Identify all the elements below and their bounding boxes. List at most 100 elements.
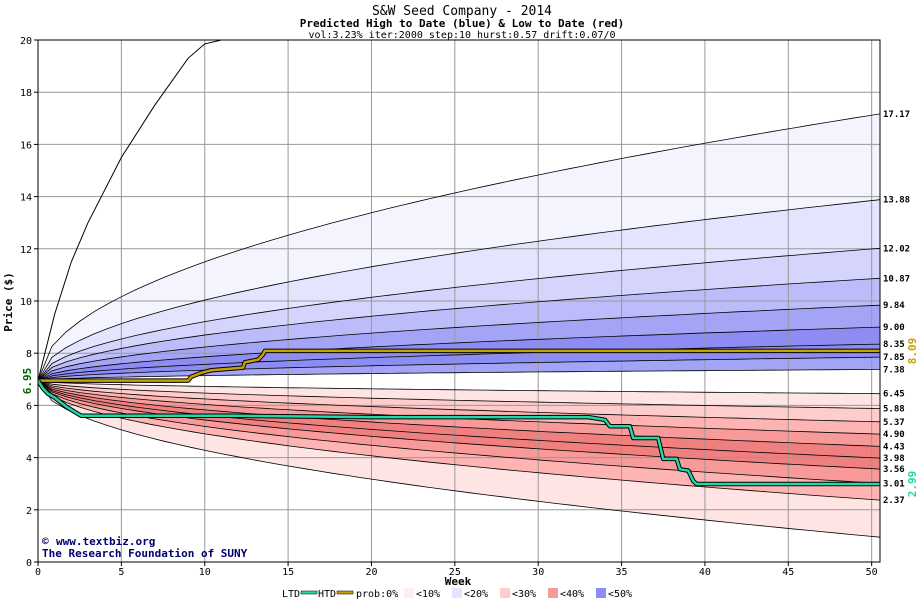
- legend-swatch-2: [500, 588, 510, 598]
- y-tick-label-2: 2: [26, 506, 32, 517]
- high-level-label-8: 7.85: [883, 353, 905, 363]
- legend-item-3: <40%: [560, 589, 584, 600]
- legend-ltd-label: LTD: [282, 589, 300, 600]
- x-tick-label-20: 20: [365, 567, 377, 578]
- contour-line-14: [38, 380, 880, 447]
- y-tick-label-0: 0: [26, 558, 32, 569]
- high-level-label-6: 9.00: [883, 323, 905, 333]
- contour-line-9: [38, 369, 880, 381]
- high-band-6: [38, 327, 880, 381]
- legend-item-2: <30%: [512, 589, 536, 600]
- contour-line-11: [38, 380, 880, 409]
- start-price-label: 6.95: [21, 368, 34, 395]
- y-tick-label-18: 18: [20, 88, 32, 99]
- contour-line-18: [38, 380, 880, 501]
- low-band-3: [38, 380, 880, 447]
- x-tick-label-35: 35: [616, 567, 628, 578]
- x-tick-label-0: 0: [35, 567, 41, 578]
- low-band-4: [38, 380, 880, 459]
- low-band-2: [38, 380, 880, 435]
- contour-line-2: [38, 199, 880, 381]
- high-band-5: [38, 305, 880, 381]
- low-level-label-1: 5.88: [883, 405, 905, 415]
- low-level-label-0: 6.45: [883, 390, 905, 400]
- contour-line-1: [38, 113, 880, 381]
- x-tick-label-40: 40: [699, 567, 711, 578]
- high-band-3: [38, 248, 880, 381]
- legend-prob-label: prob:0%: [356, 589, 398, 600]
- low-level-label-2: 5.37: [883, 418, 905, 428]
- low-level-label-4: 4.43: [883, 442, 905, 452]
- contour-line-19: [38, 380, 880, 538]
- htd-line: [38, 349, 880, 382]
- x-tick-label-15: 15: [282, 567, 294, 578]
- legend: LTD HTD prob:0% <10% <20% <30% <40% <50%: [282, 588, 632, 600]
- x-tick-label-25: 25: [449, 567, 461, 578]
- low-level-label-6: 3.56: [883, 465, 905, 475]
- high-band-2: [38, 199, 880, 381]
- ltd-end-label: 2.99: [906, 471, 919, 498]
- grid-lines: [38, 39, 880, 562]
- low-level-label-3: 4.90: [883, 430, 905, 440]
- legend-item-1: <20%: [464, 589, 488, 600]
- legend-ltd-swatch: [300, 590, 318, 595]
- legend-swatch-4: [596, 588, 606, 598]
- probability-bands: [38, 40, 880, 538]
- y-tick-label-8: 8: [26, 349, 32, 360]
- ltd-line: [38, 379, 880, 486]
- credit-site: www.textbiz.org: [56, 535, 155, 548]
- contour-line-15: [38, 380, 880, 459]
- contour-line-17: [38, 380, 880, 484]
- y-tick-label-20: 20: [20, 36, 32, 47]
- legend-htd-label: HTD: [318, 589, 336, 600]
- y-tick-label-4: 4: [26, 454, 32, 465]
- chart-subtitle: Predicted High to Date (blue) & Low to D…: [300, 17, 625, 30]
- low-level-label-8: 2.37: [883, 496, 905, 506]
- low-band-1: [38, 380, 880, 422]
- legend-htd-swatch: [336, 590, 354, 595]
- x-tick-label-50: 50: [866, 567, 878, 578]
- high-band-0: [38, 40, 880, 381]
- high-level-label-5: 9.84: [883, 301, 905, 311]
- high-level-label-9: 7.38: [883, 365, 905, 375]
- contour-line-8: [38, 356, 880, 381]
- high-level-label-2: 13.88: [883, 196, 910, 206]
- contour-line-5: [38, 304, 880, 381]
- low-band-7: [38, 380, 880, 501]
- outer-top-line: [38, 40, 239, 381]
- x-tick-label-30: 30: [532, 567, 544, 578]
- low-band-0: [38, 380, 880, 409]
- legend-item-4: <50%: [608, 589, 632, 600]
- y-tick-label-16: 16: [20, 140, 32, 151]
- axes: 0 5 10 15 20 25 30 35 40 45 50 0 2 4 6 8 10 12 14 16 18 20: [20, 36, 881, 578]
- high-level-label-1: 17.17: [883, 110, 910, 120]
- y-tick-label-6: 6: [26, 401, 32, 412]
- legend-item-0: <10%: [416, 589, 440, 600]
- contour-line-3: [38, 247, 880, 381]
- x-axis-label: Week: [445, 575, 472, 588]
- htd-end-label: 8.09: [906, 338, 919, 365]
- mid-band: [38, 369, 880, 394]
- contour-line-6: [38, 326, 880, 381]
- contour-line-4: [38, 277, 880, 381]
- x-tick-label-5: 5: [118, 567, 124, 578]
- contour-line-7: [38, 343, 880, 381]
- legend-swatch-3: [548, 588, 558, 598]
- contour-line-10: [38, 380, 880, 395]
- credit-org: The Research Foundation of SUNY: [42, 547, 248, 560]
- y-axis-label: Price ($): [2, 272, 15, 332]
- high-level-label-3: 12.02: [883, 244, 910, 254]
- high-band-4: [38, 278, 880, 381]
- high-level-label-7: 8.35: [883, 340, 905, 350]
- contour-line-12: [38, 380, 880, 423]
- price-series: [38, 40, 880, 538]
- y-tick-label-10: 10: [20, 297, 32, 308]
- low-level-label-7: 3.01: [883, 479, 905, 489]
- chart-title: S&W Seed Company - 2014: [372, 4, 552, 19]
- legend-swatch-1: [452, 588, 462, 598]
- low-band-8: [38, 380, 880, 538]
- high-band-1: [38, 113, 880, 381]
- low-band-5: [38, 380, 880, 470]
